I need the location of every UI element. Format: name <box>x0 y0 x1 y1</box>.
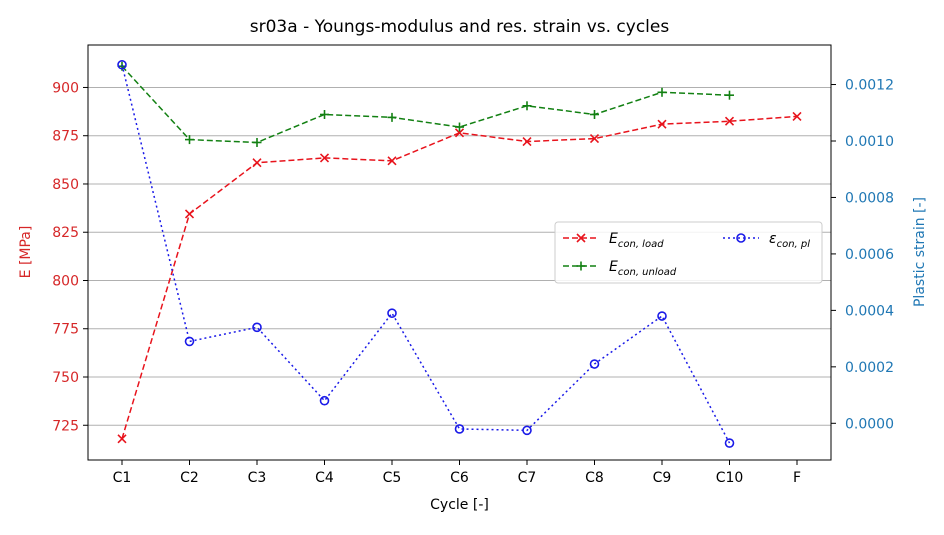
marker-stroke <box>319 153 330 163</box>
marker-stroke <box>184 209 195 219</box>
data-point-plastic <box>724 438 735 448</box>
data-point-load <box>589 134 600 144</box>
y-left-tick-label: 875 <box>52 129 79 145</box>
data-point-plastic <box>252 322 262 333</box>
data-point-load <box>184 209 195 219</box>
grid-layer <box>88 86 831 426</box>
data-point-unload <box>590 109 599 119</box>
x-tick-label: C5 <box>383 470 402 486</box>
legend-label: εcon, pl <box>769 231 810 250</box>
marker-stroke <box>522 136 532 147</box>
series-plastic <box>117 59 735 448</box>
legend-marker <box>576 261 586 271</box>
data-point-load <box>792 111 802 121</box>
legend-item-load: Econ, load <box>563 231 664 250</box>
data-point-load <box>117 434 127 444</box>
x-tick-label: C4 <box>315 470 334 486</box>
marker-stroke <box>657 119 667 129</box>
data-point-plastic <box>319 395 330 406</box>
data-point-plastic <box>117 59 127 70</box>
x-tick-label: C1 <box>113 470 132 486</box>
y-left-tick-label: 900 <box>52 80 79 96</box>
series-load <box>117 111 802 444</box>
data-point-unload <box>320 109 329 119</box>
x-tick-label: C6 <box>450 470 469 486</box>
marker-stroke <box>252 158 262 168</box>
legend-item-unload: Econ, unload <box>563 259 677 278</box>
x-tick-label: C9 <box>653 470 672 486</box>
legend-item-plastic: εcon, pl <box>723 231 810 250</box>
legend-label: Econ, unload <box>609 259 677 278</box>
data-point-plastic <box>522 425 532 436</box>
y-right-tick-label: 0.0008 <box>845 190 894 206</box>
marker-stroke <box>576 233 586 243</box>
marker-stroke <box>724 116 735 126</box>
y-right-tick-label: 0.0004 <box>845 303 894 319</box>
x-tick-label: C2 <box>180 470 199 486</box>
legend-label: Econ, load <box>609 231 664 250</box>
series-unload <box>117 61 734 147</box>
y-left-tick-label: 775 <box>52 322 79 338</box>
y-left-tick-label: 825 <box>52 225 79 241</box>
data-point-unload <box>657 87 667 97</box>
data-point-plastic <box>184 336 195 347</box>
data-point-plastic <box>657 311 667 321</box>
data-point-load <box>319 153 330 163</box>
data-point-load <box>522 136 532 147</box>
legend: Econ, load Econ, unload εcon, pl <box>554 221 823 284</box>
y-right-tick-label: 0.0012 <box>845 78 894 94</box>
data-point-load <box>387 156 397 166</box>
data-point-unload <box>455 122 464 132</box>
marker-stroke <box>387 156 397 166</box>
legend-marker <box>736 233 746 243</box>
data-point-plastic <box>387 308 397 318</box>
data-point-unload <box>522 101 532 111</box>
x-axis-label: Cycle [-] <box>430 497 489 513</box>
data-point-plastic <box>589 359 600 369</box>
legend-box <box>554 221 823 284</box>
marker-stroke <box>792 111 802 121</box>
x-tick-label: C10 <box>716 470 744 486</box>
x-tick-label: C7 <box>518 470 537 486</box>
marker-stroke <box>454 128 465 138</box>
data-point-unload <box>185 135 194 145</box>
chart-title: sr03a - Youngs-modulus and res. strain v… <box>250 17 670 37</box>
x-tick-label: C3 <box>248 470 267 486</box>
data-point-unload <box>387 112 397 122</box>
data-point-load <box>657 119 667 129</box>
marker-stroke <box>117 434 127 444</box>
data-point-unload <box>252 137 262 147</box>
y-axis-label-right: Plastic strain [-] <box>912 197 928 307</box>
y-left-tick-label: 725 <box>52 418 79 434</box>
series-line-plastic <box>121 64 731 444</box>
data-point-unload <box>725 90 734 100</box>
data-point-load <box>454 128 465 138</box>
data-point-load <box>724 116 735 126</box>
y-right-tick-label: 0.0002 <box>845 360 894 376</box>
legend-marker <box>576 233 586 243</box>
x-tick-label: C8 <box>585 470 604 486</box>
y-axis-label-left: E [MPa] <box>18 226 34 279</box>
data-point-load <box>252 158 262 168</box>
series-line-unload <box>121 65 730 144</box>
y-right-tick-label: 0.0006 <box>845 247 894 263</box>
y-left-tick-label: 800 <box>52 273 79 289</box>
marker-stroke <box>589 134 600 144</box>
y-right-tick-label: 0.0000 <box>845 416 894 432</box>
legend-items: Econ, load Econ, unload εcon, pl <box>563 231 810 278</box>
y-right-tick-label: 0.0010 <box>845 134 894 150</box>
y-left-tick-label: 850 <box>52 177 79 193</box>
y-left-tick-label: 750 <box>52 370 79 386</box>
x-tick-label: F <box>793 470 801 486</box>
data-point-plastic <box>454 424 465 434</box>
axis-layer: 725 750 775 800 825 850 875 900 0.0000 0.0002 0.00… <box>52 78 894 486</box>
series-layer <box>117 59 802 448</box>
